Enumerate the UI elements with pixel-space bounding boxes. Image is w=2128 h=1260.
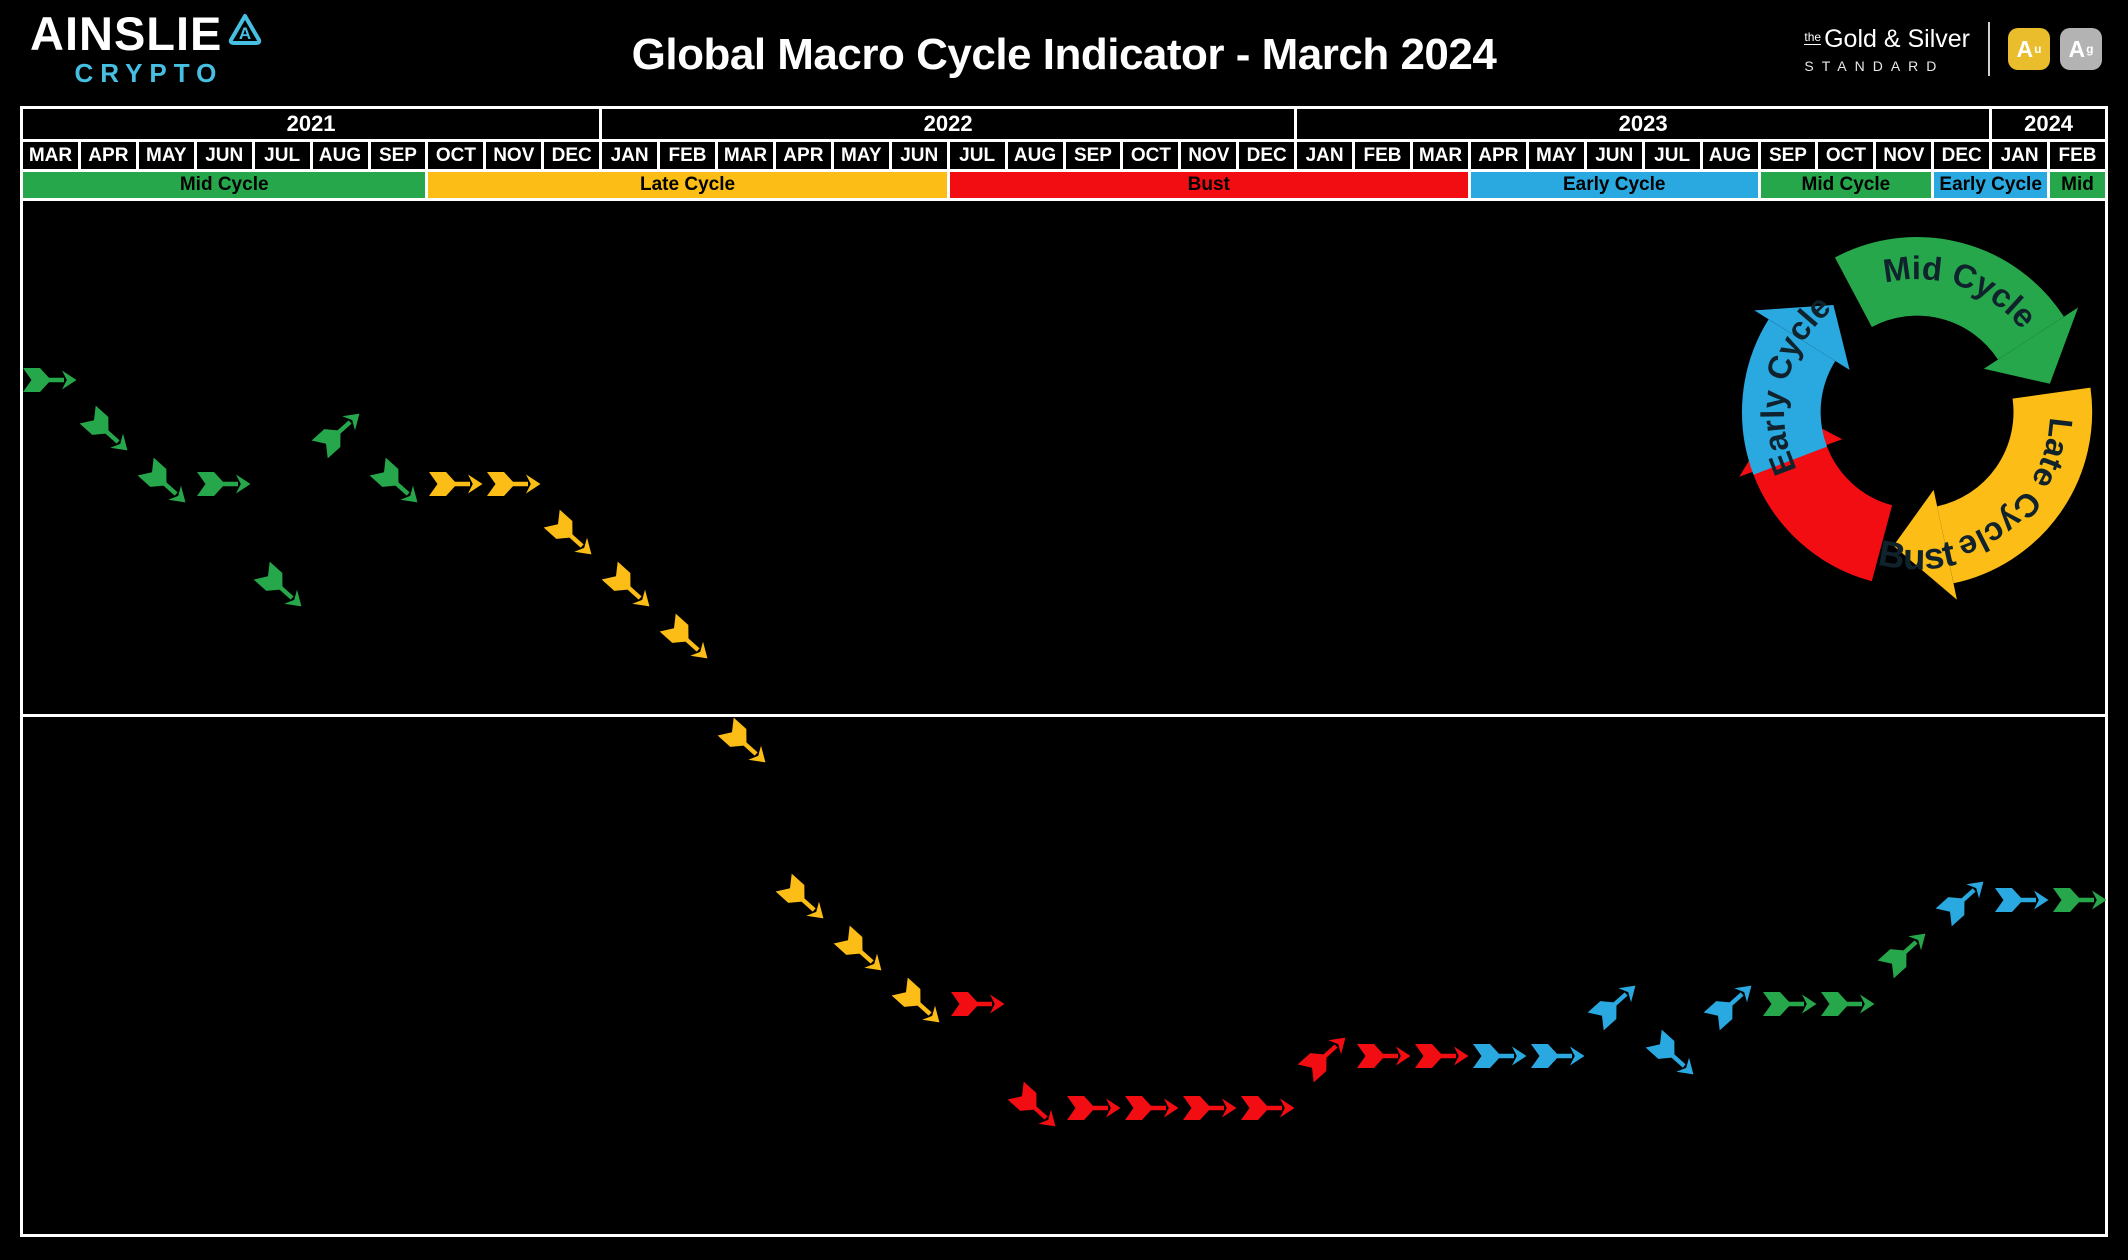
triangle-a-icon: A (227, 12, 263, 53)
brand-sub-crypto: CRYPTO (74, 58, 224, 88)
phase-band-early-cycle: Early Cycle (1934, 172, 2048, 198)
mid-cycle-arc (1834, 237, 2064, 361)
month-cell: DEC (544, 142, 600, 169)
month-cell: JAN (602, 142, 658, 169)
month-cell: JUN (891, 142, 947, 169)
gs-standard: STANDARD (1804, 57, 1945, 74)
early-cycle-arc (1741, 319, 1836, 475)
month-cell: MAY (833, 142, 889, 169)
month-cell: MAY (1528, 142, 1584, 169)
ainslie-logo: AINSLIE A CRYPTO (30, 10, 263, 88)
month-cell: NOV (1181, 142, 1237, 169)
phase-band-bust: Bust (949, 172, 1468, 198)
month-cell: JUN (1586, 142, 1642, 169)
month-cell: OCT (428, 142, 484, 169)
month-cell: AUG (1702, 142, 1758, 169)
bust-arc (1752, 443, 1894, 582)
month-cell: OCT (1818, 142, 1874, 169)
phase-bands-row: Mid Cycle Late Cycle Bust Early Cycle Mid Cy… (23, 172, 2105, 198)
month-cell: AUG (312, 142, 368, 169)
month-cell: JUN (196, 142, 252, 169)
phase-band-mid-cycle: Mid Cycle (1760, 172, 1932, 198)
months-row: MAR APR MAY JUN JUL AUG SEP OCT NOV DEC JAN FEB MAR A… (23, 142, 2105, 169)
phase-band-mid: Mid (2050, 172, 2105, 198)
month-cell: FEB (660, 142, 715, 169)
month-cell: SEP (1065, 142, 1121, 169)
header: AINSLIE A CRYPTO Global Macro Cycle Indi… (0, 0, 2128, 106)
month-cell: APR (775, 142, 831, 169)
phase-band-early-cycle: Early Cycle (1470, 172, 1758, 198)
early-cycle-arrowhead (1754, 305, 1850, 370)
month-cell: JUL (254, 142, 310, 169)
gs-name: Gold & Silver (1824, 24, 1970, 53)
month-cell: NOV (486, 142, 542, 169)
month-cell: FEB (2050, 142, 2105, 169)
month-cell: NOV (1876, 142, 1932, 169)
years-row: 2021 2022 2023 2024 (23, 109, 2105, 139)
month-cell: SEP (370, 142, 426, 169)
month-cell: APR (1470, 142, 1526, 169)
month-cell: DEC (1934, 142, 1990, 169)
month-cell: FEB (1355, 142, 1410, 169)
month-cell: APR (80, 142, 136, 169)
month-cell: JAN (1992, 142, 2048, 169)
month-cell: JUL (1644, 142, 1700, 169)
month-cell: MAR (1413, 142, 1468, 169)
panel-separator-line (23, 714, 2105, 717)
divider (1988, 22, 1990, 76)
late-cycle-arrowhead (1893, 489, 1957, 600)
page-title: Global Macro Cycle Indicator - March 202… (631, 30, 1497, 79)
svg-text:A: A (239, 24, 251, 43)
timeline-header: 2021 2022 2023 2024 MAR APR MAY JUN JUL AUG SEP OC… (20, 106, 2108, 198)
gs-prefix: the (1804, 29, 1822, 45)
mid-cycle-arrowhead (1983, 307, 2079, 384)
month-cell: MAR (23, 142, 78, 169)
late-cycle-arc (1935, 387, 2093, 584)
year-cell-2023: 2023 (1297, 109, 1990, 139)
year-cell-2022: 2022 (602, 109, 1295, 139)
phase-band-mid-cycle: Mid Cycle (23, 172, 426, 198)
phase-band-late-cycle: Late Cycle (428, 172, 947, 198)
cycle-legend-diagram: Mid Cycle Late Cycle Early Cycle Bust (1739, 237, 2093, 600)
year-cell-2024: 2024 (1992, 109, 2105, 139)
month-cell: JAN (1297, 142, 1353, 169)
month-cell: MAR (718, 142, 773, 169)
month-cell: OCT (1123, 142, 1179, 169)
bust-label: Bust (1875, 532, 1959, 577)
svg-text:Bust: Bust (1875, 532, 1959, 577)
gold-silver-standard-text: the Gold & Silver STANDARD (1804, 25, 1970, 74)
month-cell: JUL (949, 142, 1005, 169)
brand-name: AINSLIE (30, 7, 223, 60)
month-cell: MAY (138, 142, 194, 169)
year-cell-2021: 2021 (23, 109, 600, 139)
month-cell: SEP (1760, 142, 1816, 169)
month-cell: AUG (1007, 142, 1063, 169)
month-cell: DEC (1239, 142, 1295, 169)
